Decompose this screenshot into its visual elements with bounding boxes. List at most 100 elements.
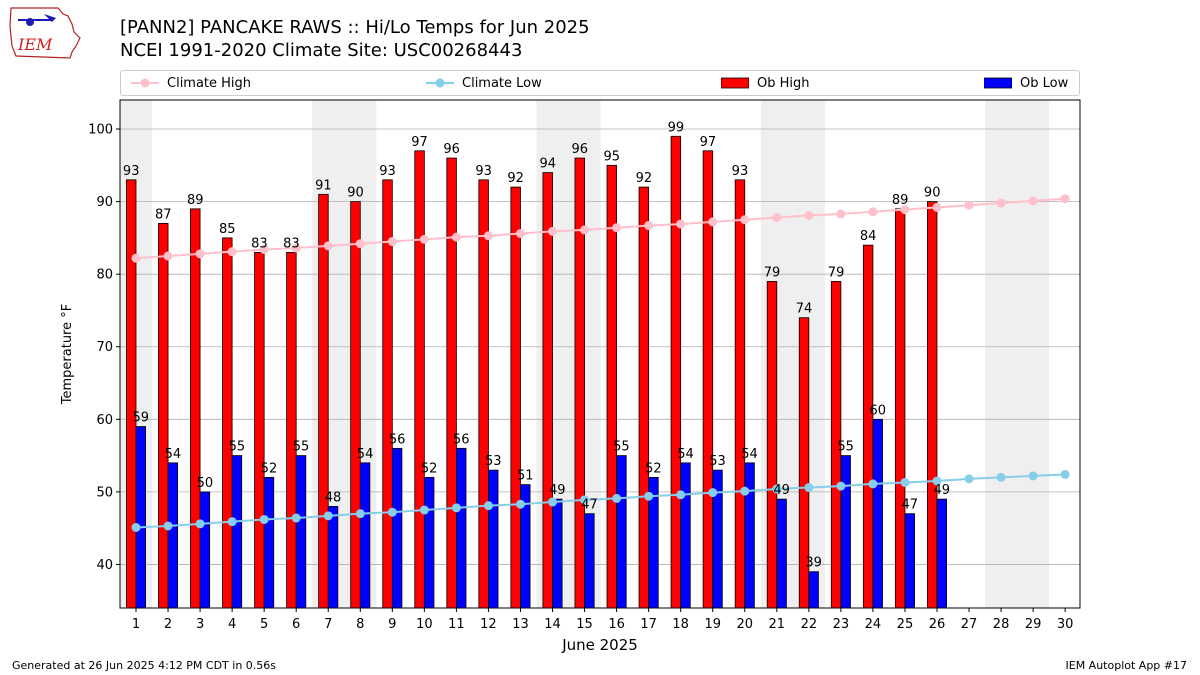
ob-high-bar-25 — [894, 208, 906, 609]
ob-low-label-6: 55 — [293, 440, 310, 455]
ob-high-bar-6 — [286, 251, 297, 609]
ob-high-bar-3 — [190, 208, 201, 609]
ob-low-label-5: 52 — [261, 461, 278, 476]
x-tick-label-12: 12 — [480, 617, 497, 632]
ob-low-bar-14 — [552, 498, 563, 609]
ob-high-label-18: 99 — [668, 120, 685, 135]
x-tick-label-11: 11 — [448, 617, 465, 632]
ob-low-label-7: 48 — [325, 490, 342, 505]
ob-high-label-25: 89 — [892, 193, 909, 208]
climate-high-point-16 — [612, 223, 622, 233]
climate-high-point-17 — [644, 221, 654, 231]
x-tick-label-30: 30 — [1057, 617, 1074, 632]
ob-low-bar-4 — [231, 455, 243, 609]
y-tick-label-50: 50 — [96, 485, 113, 500]
x-tick-label-26: 26 — [929, 617, 946, 632]
ob-high-bar-12 — [478, 179, 489, 609]
chart-subtitle: NCEI 1991-2020 Climate Site: USC00268443 — [120, 40, 523, 61]
ob-high-bar-14 — [542, 172, 553, 609]
ob-low-bar-8 — [359, 462, 371, 609]
climate-low-point-18 — [676, 490, 686, 500]
plot-frame — [119, 99, 1081, 609]
x-tick-label-9: 9 — [388, 617, 396, 632]
ob-low-bar-2 — [167, 462, 179, 609]
ob-low-label-19: 53 — [709, 454, 726, 469]
ob-low-label-3: 50 — [197, 476, 214, 491]
climate-high-point-2 — [163, 251, 173, 261]
ob-high-label-6: 83 — [283, 236, 300, 251]
ob-high-label-16: 95 — [604, 149, 621, 164]
climate-high-point-27 — [964, 200, 974, 210]
ob-low-bar-3 — [199, 491, 211, 609]
ob-low-bar-18 — [680, 462, 691, 609]
climate-high-point-20 — [740, 215, 750, 225]
ob-high-bar-10 — [414, 150, 425, 609]
ob-low-label-17: 52 — [645, 461, 662, 476]
x-tick-label-22: 22 — [801, 617, 818, 632]
climate-low-point-26 — [932, 476, 942, 486]
ob-high-label-8: 90 — [347, 186, 364, 201]
ob-low-label-13: 51 — [517, 469, 534, 484]
climate-high-point-30 — [1060, 194, 1070, 204]
ob-high-label-2: 87 — [155, 207, 172, 222]
ob-high-label-12: 93 — [475, 164, 492, 179]
x-tick-label-19: 19 — [704, 617, 721, 632]
climate-low-point-10 — [419, 505, 429, 515]
x-tick-label-18: 18 — [672, 617, 689, 632]
x-axis-label: June 2025 — [561, 636, 638, 654]
y-tick-label-70: 70 — [96, 340, 113, 355]
climate-high-point-9 — [387, 237, 397, 247]
x-tick-label-14: 14 — [544, 617, 561, 632]
y-tick-label-100: 100 — [88, 123, 113, 138]
climate-low-point-29 — [1028, 471, 1038, 481]
climate-low-point-2 — [163, 521, 173, 531]
x-tick-label-27: 27 — [961, 617, 978, 632]
x-tick-label-29: 29 — [1025, 617, 1042, 632]
x-tick-label-20: 20 — [736, 617, 753, 632]
x-tick-label-24: 24 — [865, 617, 882, 632]
ob-low-label-9: 56 — [389, 432, 406, 447]
ob-low-label-18: 54 — [677, 447, 694, 462]
climate-low-point-13 — [515, 499, 525, 509]
climate-high-point-13 — [515, 229, 525, 239]
ob-low-label-24: 60 — [869, 403, 886, 418]
ob-low-bar-24 — [872, 418, 883, 609]
climate-low-point-27 — [964, 474, 974, 484]
x-tick-label-1: 1 — [132, 617, 140, 632]
climate-low-point-25 — [900, 477, 910, 487]
climate-high-point-18 — [676, 219, 686, 229]
climate-high-point-21 — [772, 213, 782, 223]
ob-low-bar-16 — [616, 455, 627, 609]
climate-low-point-14 — [548, 497, 558, 507]
ob-high-bar-21 — [766, 281, 778, 609]
ob-low-bar-6 — [295, 455, 307, 609]
climate-low-point-19 — [708, 488, 718, 498]
ob-low-bar-12 — [488, 469, 499, 609]
ob-high-bar-17 — [638, 186, 650, 609]
x-tick-label-13: 13 — [512, 617, 529, 632]
ob-high-label-20: 93 — [732, 164, 749, 179]
ob-low-label-12: 53 — [485, 454, 502, 469]
y-tick-label-80: 80 — [96, 268, 113, 283]
climate-low-point-22 — [804, 483, 814, 493]
climate-high-point-15 — [580, 225, 590, 235]
ob-high-bar-15 — [574, 157, 585, 609]
ob-high-bar-7 — [318, 193, 329, 609]
ob-high-label-10: 97 — [411, 135, 428, 150]
ob-high-label-5: 83 — [251, 236, 268, 251]
ob-low-bar-1 — [135, 426, 147, 609]
climate-low-point-1 — [131, 522, 141, 532]
ob-low-label-8: 54 — [357, 447, 374, 462]
weekend-shade-28 — [985, 100, 1018, 608]
legend: Climate High Climate Low Ob High Ob Low — [120, 70, 1080, 96]
ob-low-bar-5 — [263, 476, 275, 609]
ob-high-label-7: 91 — [315, 178, 332, 193]
y-tick-label-60: 60 — [96, 413, 113, 428]
ob-high-bar-4 — [222, 237, 233, 609]
x-tick-label-10: 10 — [416, 617, 433, 632]
ob-high-label-11: 96 — [443, 142, 460, 157]
climate-low-point-6 — [291, 513, 301, 523]
generated-note: Generated at 26 Jun 2025 4:12 PM CDT in … — [12, 659, 277, 672]
ob-high-label-21: 79 — [764, 265, 781, 280]
ob-low-bar-25 — [904, 513, 915, 609]
